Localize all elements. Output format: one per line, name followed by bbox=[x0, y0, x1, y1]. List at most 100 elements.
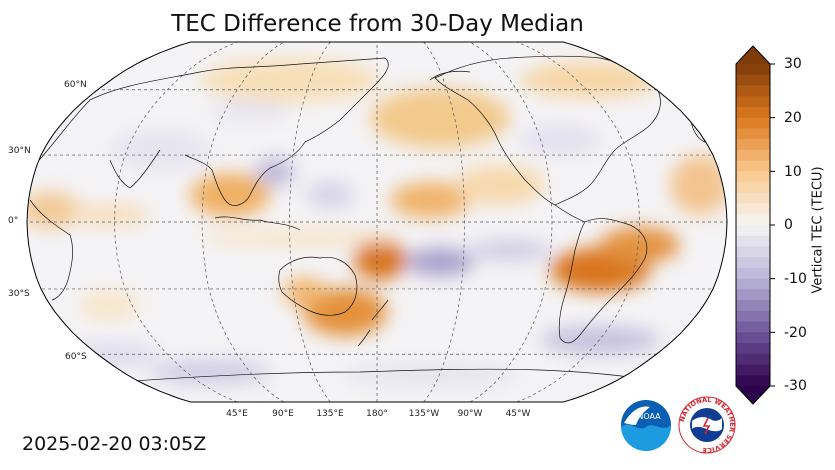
coast-australia bbox=[278, 256, 358, 316]
coast-north-america bbox=[434, 55, 661, 206]
meridian-gridline bbox=[469, 42, 553, 402]
colorbar-segment bbox=[736, 106, 770, 119]
meridian-gridline bbox=[516, 42, 640, 402]
coast-indonesia bbox=[214, 216, 301, 231]
lon-label: 90°E bbox=[272, 409, 294, 419]
lon-label: 90°W bbox=[457, 409, 483, 419]
map-title: TEC Difference from 30-Day Median bbox=[171, 11, 584, 37]
colorbar bbox=[735, 45, 775, 405]
anomaly-blob bbox=[354, 240, 406, 280]
anomaly-blob bbox=[670, 155, 727, 215]
anomaly-blob bbox=[340, 365, 520, 385]
anomaly-blob bbox=[210, 100, 290, 120]
coast-seasia bbox=[184, 154, 251, 206]
colorbar-segment bbox=[736, 267, 770, 280]
meridian-gridline bbox=[201, 42, 285, 402]
anomaly-blob bbox=[390, 182, 470, 218]
coast-south-america bbox=[558, 218, 648, 344]
colorbar-segment bbox=[736, 257, 770, 269]
lat-label: 0° bbox=[8, 216, 19, 226]
anomaly-blob bbox=[80, 289, 140, 321]
colorbar-segment bbox=[736, 85, 770, 97]
globe-outline bbox=[26, 41, 728, 403]
meridian-gridline bbox=[289, 42, 331, 402]
meridian-gridline bbox=[114, 42, 238, 402]
colorbar-segment bbox=[736, 310, 770, 323]
colorbar-segment bbox=[736, 171, 770, 183]
colorbar-tick: 30 bbox=[784, 56, 802, 72]
colorbar-segment bbox=[736, 235, 770, 248]
colorbar-segment bbox=[736, 375, 770, 387]
anomaly-blob bbox=[200, 230, 400, 246]
coast-new-zealand bbox=[357, 299, 389, 347]
anomaly-blob bbox=[455, 165, 545, 205]
coast-india bbox=[109, 149, 161, 189]
colorbar-segment bbox=[736, 64, 770, 76]
colorbar-segment bbox=[736, 289, 770, 301]
colorbar-segment bbox=[736, 246, 770, 258]
coast-asia bbox=[29, 57, 389, 196]
colorbar-tick: -20 bbox=[784, 325, 807, 341]
colorbar-segment bbox=[736, 214, 770, 226]
anomaly-blob bbox=[406, 248, 474, 276]
colorbar-tick: 20 bbox=[784, 110, 802, 126]
colorbar-segment bbox=[736, 353, 770, 366]
colorbar-segment bbox=[736, 117, 770, 129]
colorbar-segment bbox=[736, 300, 770, 312]
anomaly-blob bbox=[150, 360, 270, 384]
lon-label: 135°E bbox=[316, 409, 344, 419]
colorbar-segment bbox=[736, 149, 770, 162]
colorbar-segment bbox=[736, 139, 770, 151]
lon-label: 45°W bbox=[505, 409, 531, 419]
nws-logo: NATIONAL WEATHER SERVICE bbox=[678, 396, 736, 454]
colorbar-segment bbox=[736, 203, 770, 215]
colorbar-segment bbox=[736, 160, 770, 172]
meridian-gridline bbox=[423, 42, 465, 402]
anomaly-blob bbox=[255, 158, 295, 186]
timestamp: 2025-02-20 03:05Z bbox=[22, 433, 207, 455]
lon-label: 45°E bbox=[226, 409, 248, 419]
lon-label: 135°W bbox=[408, 409, 440, 419]
lat-label: 30°N bbox=[8, 146, 31, 156]
colorbar-extend-max bbox=[736, 46, 770, 64]
coast-alaska bbox=[429, 70, 471, 81]
anomaly-blob bbox=[70, 205, 150, 225]
colorbar-tick: 10 bbox=[784, 164, 802, 180]
lon-label: 180° bbox=[366, 409, 388, 419]
colorbar-extend-min bbox=[736, 386, 770, 404]
anomaly-blob bbox=[190, 173, 270, 217]
colorbar-segment bbox=[736, 225, 770, 237]
anomaly-blob bbox=[520, 126, 600, 154]
anomaly-blob bbox=[306, 181, 354, 209]
colorbar-tick: 0 bbox=[784, 217, 793, 233]
colorbar-segment bbox=[736, 364, 770, 376]
lat-label: 60°S bbox=[65, 352, 87, 362]
anomaly-blob bbox=[540, 326, 660, 354]
colorbar-tick: -30 bbox=[784, 378, 807, 394]
colorbar-segment bbox=[736, 321, 770, 333]
tec-anomaly-field bbox=[27, 42, 727, 402]
colorbar-segment bbox=[736, 182, 770, 194]
colorbar-segment bbox=[736, 96, 770, 108]
colorbar-segment bbox=[736, 128, 770, 140]
noaa-logo-text: NOAA bbox=[637, 412, 661, 421]
colorbar-segment bbox=[736, 74, 770, 87]
anomaly-blob bbox=[370, 88, 510, 148]
coast-africa bbox=[29, 199, 73, 301]
anomaly-blob bbox=[470, 240, 550, 260]
gridlines bbox=[27, 42, 727, 402]
colorbar-segment bbox=[736, 343, 770, 355]
colorbar-tick: -10 bbox=[784, 271, 807, 287]
anomaly-blob bbox=[27, 192, 80, 228]
anomaly-blob bbox=[200, 58, 380, 102]
coast-central-america bbox=[554, 204, 586, 223]
anomaly-blob bbox=[600, 227, 680, 263]
lat-label: 60°N bbox=[64, 80, 87, 90]
lat-label: 30°S bbox=[8, 289, 30, 299]
anomaly-blob bbox=[283, 278, 327, 306]
colorbar-segment bbox=[736, 278, 770, 290]
colorbar-segment bbox=[736, 192, 770, 205]
coast-antarctica bbox=[119, 368, 661, 383]
colorbar-label: Vertical TEC (TECU) bbox=[810, 166, 826, 294]
